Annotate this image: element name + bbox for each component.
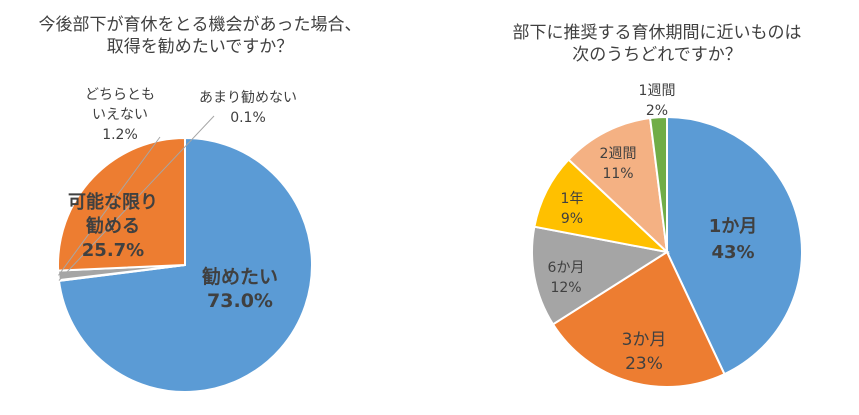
pie2-label-1-line1: 1か月 bbox=[709, 216, 758, 237]
pie1-label-4-line2: 勧める bbox=[85, 215, 140, 237]
pie2-label-2-line2: 23% bbox=[625, 354, 663, 374]
pie2-label-3-line2: 12% bbox=[550, 280, 581, 296]
pie2-label-6-line1: 1週間 bbox=[639, 83, 676, 99]
pie-chart-2: 1か月 43% 3か月 23% 6か月 12% 1年 9% 2週間 11% 1週間 2% bbox=[531, 83, 803, 388]
chart2-title: 部下に推奨する育休期間に近いものは 次のうちどれですか？ bbox=[455, 22, 859, 66]
pie1-label-4-line3: 25.7% bbox=[82, 240, 144, 261]
chart2-title-line2: 次のうちどれですか？ bbox=[572, 45, 742, 65]
pie1-leader-2 bbox=[58, 115, 215, 281]
pie1-slice-4 bbox=[57, 136, 186, 272]
pie1-label-2-line1: あまり勧めない bbox=[199, 89, 297, 106]
chart1-title-line1: 今後部下が育休をとる機会があった場合、 bbox=[38, 15, 362, 35]
pie1-leader-3 bbox=[58, 136, 161, 276]
pie2-label-6-line2: 2% bbox=[646, 103, 668, 119]
chart2-title-line1: 部下に推奨する育休期間に近いものは bbox=[512, 23, 802, 43]
pie1-label-3-line1: どちらとも bbox=[85, 87, 155, 103]
pie2-label-2-line1: 3か月 bbox=[622, 330, 667, 350]
pie2-label-1-line2: 43% bbox=[711, 242, 754, 263]
pie1-label-1-line2: 73.0% bbox=[207, 290, 273, 312]
pie2-label-5-line1: 2週間 bbox=[600, 146, 637, 162]
pie2-slice-6 bbox=[648, 115, 668, 253]
pie2-slice-5 bbox=[567, 116, 669, 255]
pie2-label-4-line2: 9% bbox=[561, 211, 583, 227]
pie2-label-3-line1: 6か月 bbox=[548, 260, 585, 276]
pie1-label-2-line2: 0.1% bbox=[230, 110, 266, 126]
pie2-label-4-line1: 1年 bbox=[561, 191, 584, 207]
pie1-label-3-line2: いえない bbox=[92, 107, 148, 123]
pie2-slice-2 bbox=[551, 250, 726, 388]
pie1-label-1-line1: 勧めたい bbox=[201, 265, 278, 288]
pie2-slice-3 bbox=[531, 225, 670, 326]
pie1-label-4-line1: 可能な限り bbox=[68, 191, 158, 213]
pie1-label-3-line3: 1.2% bbox=[102, 127, 138, 143]
chart1-title: 今後部下が育休をとる機会があった場合、 取得を勧めたいですか？ bbox=[0, 14, 400, 58]
pie2-slice-1 bbox=[666, 115, 803, 376]
chart1-title-line2: 取得を勧めたいですか？ bbox=[106, 37, 294, 57]
pie2-label-5-line2: 11% bbox=[602, 166, 633, 182]
